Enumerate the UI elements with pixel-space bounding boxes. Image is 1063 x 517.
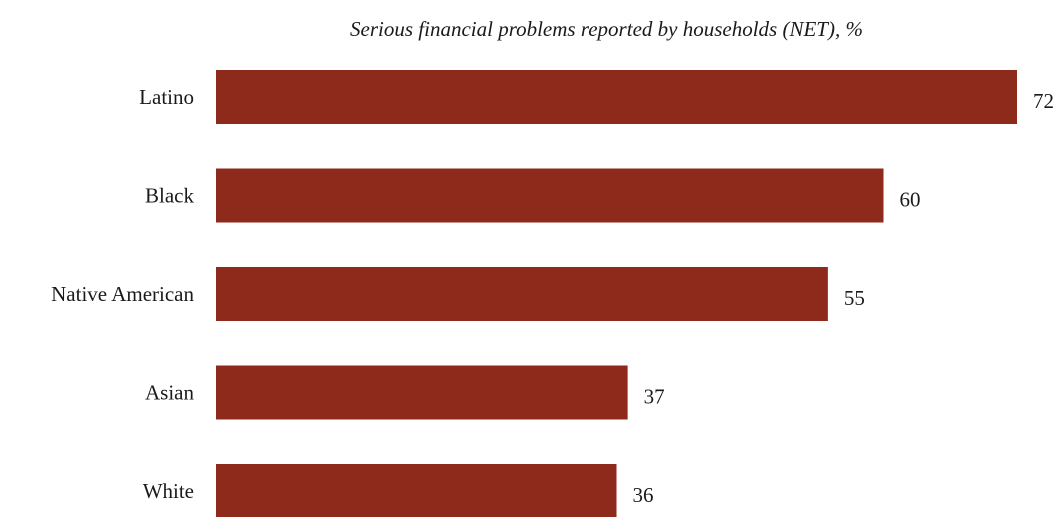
value-label-black: 60 — [900, 188, 921, 212]
category-label-white: White — [143, 479, 194, 503]
category-label-native-american: Native American — [51, 282, 194, 306]
value-label-latino: 72 — [1033, 89, 1054, 113]
bar-native-american — [216, 267, 828, 321]
category-label-latino: Latino — [139, 85, 194, 109]
bar-black — [216, 168, 884, 223]
value-label-native-american: 55 — [844, 286, 865, 310]
bar-asian — [216, 365, 628, 420]
value-label-white: 36 — [633, 483, 654, 507]
bar-latino — [216, 70, 1017, 124]
chart-title: Serious financial problems reported by h… — [350, 17, 863, 41]
category-label-black: Black — [145, 184, 194, 208]
value-label-asian: 37 — [644, 385, 665, 409]
category-label-asian: Asian — [145, 381, 194, 405]
bar-white — [216, 464, 617, 517]
bars-layer: Latino 72 Black 60 Native American 55 Asian 37 W… — [51, 70, 1054, 517]
